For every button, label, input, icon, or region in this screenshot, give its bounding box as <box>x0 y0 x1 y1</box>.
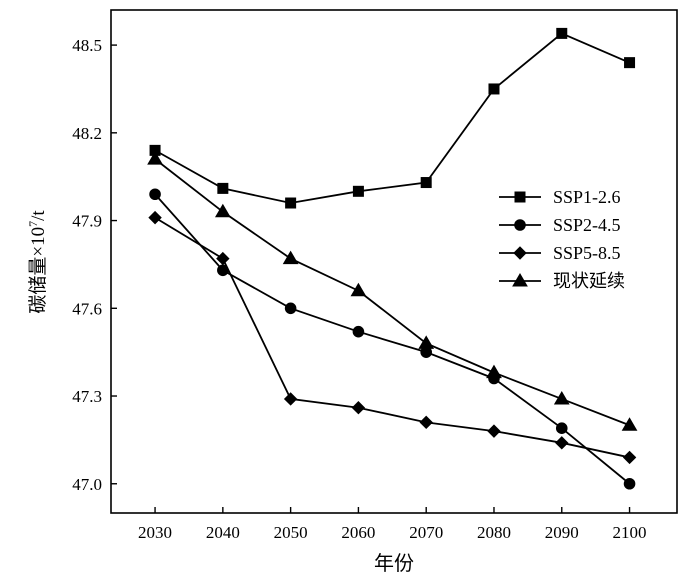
y-axis-label-exp: 7 <box>26 221 40 227</box>
y-axis-ticks: 47.0 47.3 47.6 47.9 48.2 48.5 <box>72 36 117 494</box>
x-axis-label: 年份 <box>374 552 414 575</box>
series-line <box>154 32 630 204</box>
y-tick-label: 47.9 <box>72 212 102 231</box>
y-tick-label: 47.3 <box>72 387 102 406</box>
data-point-triangle <box>282 250 299 265</box>
legend-item: SSP1-2.6 <box>499 187 621 207</box>
data-point-triangle <box>214 203 231 218</box>
legend-label: SSP2-4.5 <box>553 215 621 235</box>
x-tick-label: 2030 <box>138 523 172 542</box>
series-line <box>154 216 630 459</box>
x-tick-label: 2100 <box>613 523 647 542</box>
data-point-diamond <box>487 424 501 438</box>
y-tick-label: 47.0 <box>72 475 102 494</box>
x-axis-ticks: 2030 2040 2050 2060 2070 2080 2090 2100 <box>138 507 647 542</box>
data-point-triangle <box>147 151 163 165</box>
series-square <box>149 27 636 209</box>
data-point-square <box>285 197 297 209</box>
data-point-square <box>420 177 432 189</box>
x-tick-label: 2050 <box>274 523 308 542</box>
series-line <box>154 193 631 485</box>
y-axis-label-main: 碳储量 <box>27 257 49 314</box>
data-point-circle <box>352 325 365 338</box>
y-axis-label-base: 10 <box>28 227 49 246</box>
data-point-triangle <box>621 417 638 431</box>
data-point-diamond <box>555 436 569 450</box>
legend-label: SSP1-2.6 <box>553 187 621 207</box>
plot-frame <box>110 9 678 514</box>
y-tick-label: 48.5 <box>72 36 102 55</box>
y-axis-label: 碳储量×107/t <box>26 210 49 314</box>
y-tick-label: 47.6 <box>72 299 102 318</box>
data-point-circle <box>623 477 636 490</box>
y-axis-label-times: × <box>28 246 49 257</box>
legend-item: 现状延续 <box>499 271 625 291</box>
data-point-square <box>624 57 636 69</box>
y-tick-label: 48.2 <box>72 124 102 143</box>
x-tick-label: 2070 <box>409 523 443 542</box>
series-circle <box>149 188 636 490</box>
series-diamond <box>148 210 637 465</box>
legend-item: SSP2-4.5 <box>499 215 621 235</box>
data-point-circle <box>555 422 568 434</box>
data-point-triangle <box>418 335 435 349</box>
y-axis-label-unit: /t <box>28 210 49 221</box>
data-point-square <box>217 182 229 194</box>
legend-marker-square <box>514 191 526 203</box>
legend-marker-diamond <box>513 246 527 260</box>
data-point-circle <box>149 188 161 201</box>
data-point-diamond <box>148 210 162 225</box>
data-point-diamond <box>283 392 298 406</box>
legend-marker-triangle <box>512 273 528 287</box>
data-point-diamond <box>419 415 433 430</box>
legend: SSP1-2.6 SSP2-4.5 SSP5-8.5 现状延续 <box>499 187 625 291</box>
data-point-triangle <box>350 282 367 297</box>
x-tick-label: 2090 <box>545 523 579 542</box>
legend-item: SSP5-8.5 <box>499 243 621 263</box>
series-triangle <box>147 151 638 431</box>
series-line <box>154 158 630 427</box>
data-point-triangle <box>486 364 502 379</box>
data-point-square <box>488 83 500 95</box>
data-point-diamond <box>622 450 637 465</box>
data-point-diamond <box>351 401 366 415</box>
data-point-triangle <box>553 390 570 405</box>
x-tick-label: 2060 <box>341 523 375 542</box>
legend-marker-circle <box>514 219 526 231</box>
data-point-diamond <box>216 251 230 266</box>
legend-label: 现状延续 <box>553 271 625 291</box>
legend-label: SSP5-8.5 <box>553 243 621 263</box>
series-layer <box>147 27 638 490</box>
x-tick-label: 2080 <box>477 523 511 542</box>
x-tick-label: 2040 <box>206 523 240 542</box>
data-point-circle <box>284 302 297 315</box>
data-point-square <box>352 185 364 197</box>
data-point-square <box>556 27 568 39</box>
